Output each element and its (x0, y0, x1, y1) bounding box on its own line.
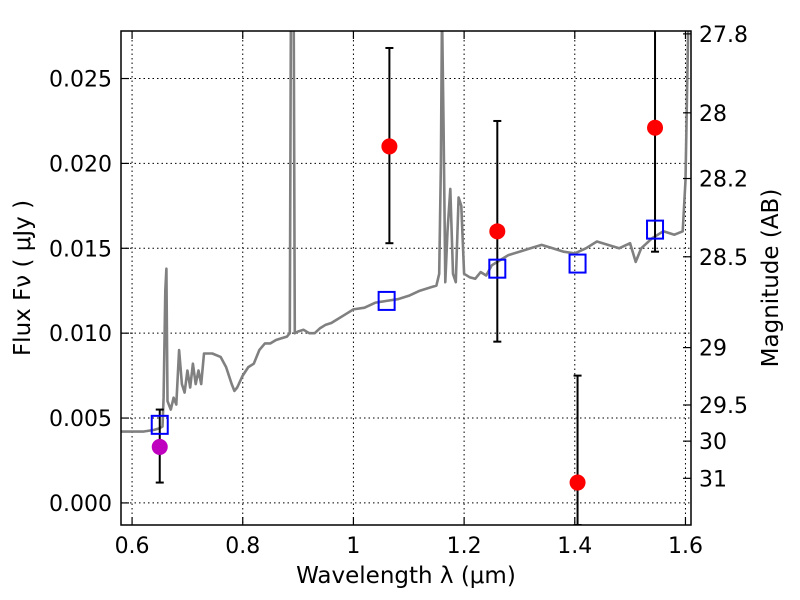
y-tick-label: 0.015 (49, 237, 112, 262)
model-point (488, 258, 507, 279)
y-tick-label: 0.000 (49, 492, 112, 517)
model-point (150, 414, 169, 435)
y-tick-label: 0.005 (49, 407, 112, 432)
x-axis-label: Wavelength λ (μm) (296, 563, 516, 589)
y-axis-label: Flux Fν ( μJy ) (10, 200, 36, 356)
plot-layer (121, 31, 690, 525)
right-tick-label: 29.5 (699, 394, 748, 419)
x-tick-label: 1 (346, 534, 360, 559)
y-tick-label: 0.025 (49, 68, 112, 93)
spectrum-line (121, 31, 690, 433)
model-point (568, 253, 587, 274)
flux-point (569, 474, 586, 491)
x-tick-label: 0.6 (115, 534, 150, 559)
model-point (646, 219, 665, 240)
y-tick-label: 0.010 (49, 322, 112, 347)
right-tick-label: 27.8 (699, 23, 748, 48)
right-tick-label: 29 (699, 337, 727, 362)
model-point (377, 290, 396, 311)
flux-point (647, 119, 664, 136)
flux-point (489, 223, 506, 240)
right-tick-label: 28.2 (699, 168, 748, 193)
x-tick-label: 0.8 (225, 534, 260, 559)
x-tick-label: 1.4 (557, 534, 592, 559)
right-tick-label: 28.5 (699, 246, 748, 271)
right-tick-label: 31 (699, 467, 727, 492)
ticks: 0.6 0.8 1 1.2 1.4 1.6 0.000 0.005 0.010 0.015 0.02… (49, 23, 748, 559)
plot-frame (120, 30, 692, 526)
plot-background (121, 31, 691, 525)
y-axis-right-label: Magnitude (AB) (758, 189, 784, 368)
x-tick-label: 1.6 (668, 534, 703, 559)
flux-point (151, 438, 168, 455)
flux-point (381, 138, 398, 155)
x-tick-label: 1.2 (447, 534, 482, 559)
right-tick-label: 30 (699, 430, 727, 455)
right-tick-label: 28 (699, 102, 727, 127)
y-tick-label: 0.020 (49, 152, 112, 177)
